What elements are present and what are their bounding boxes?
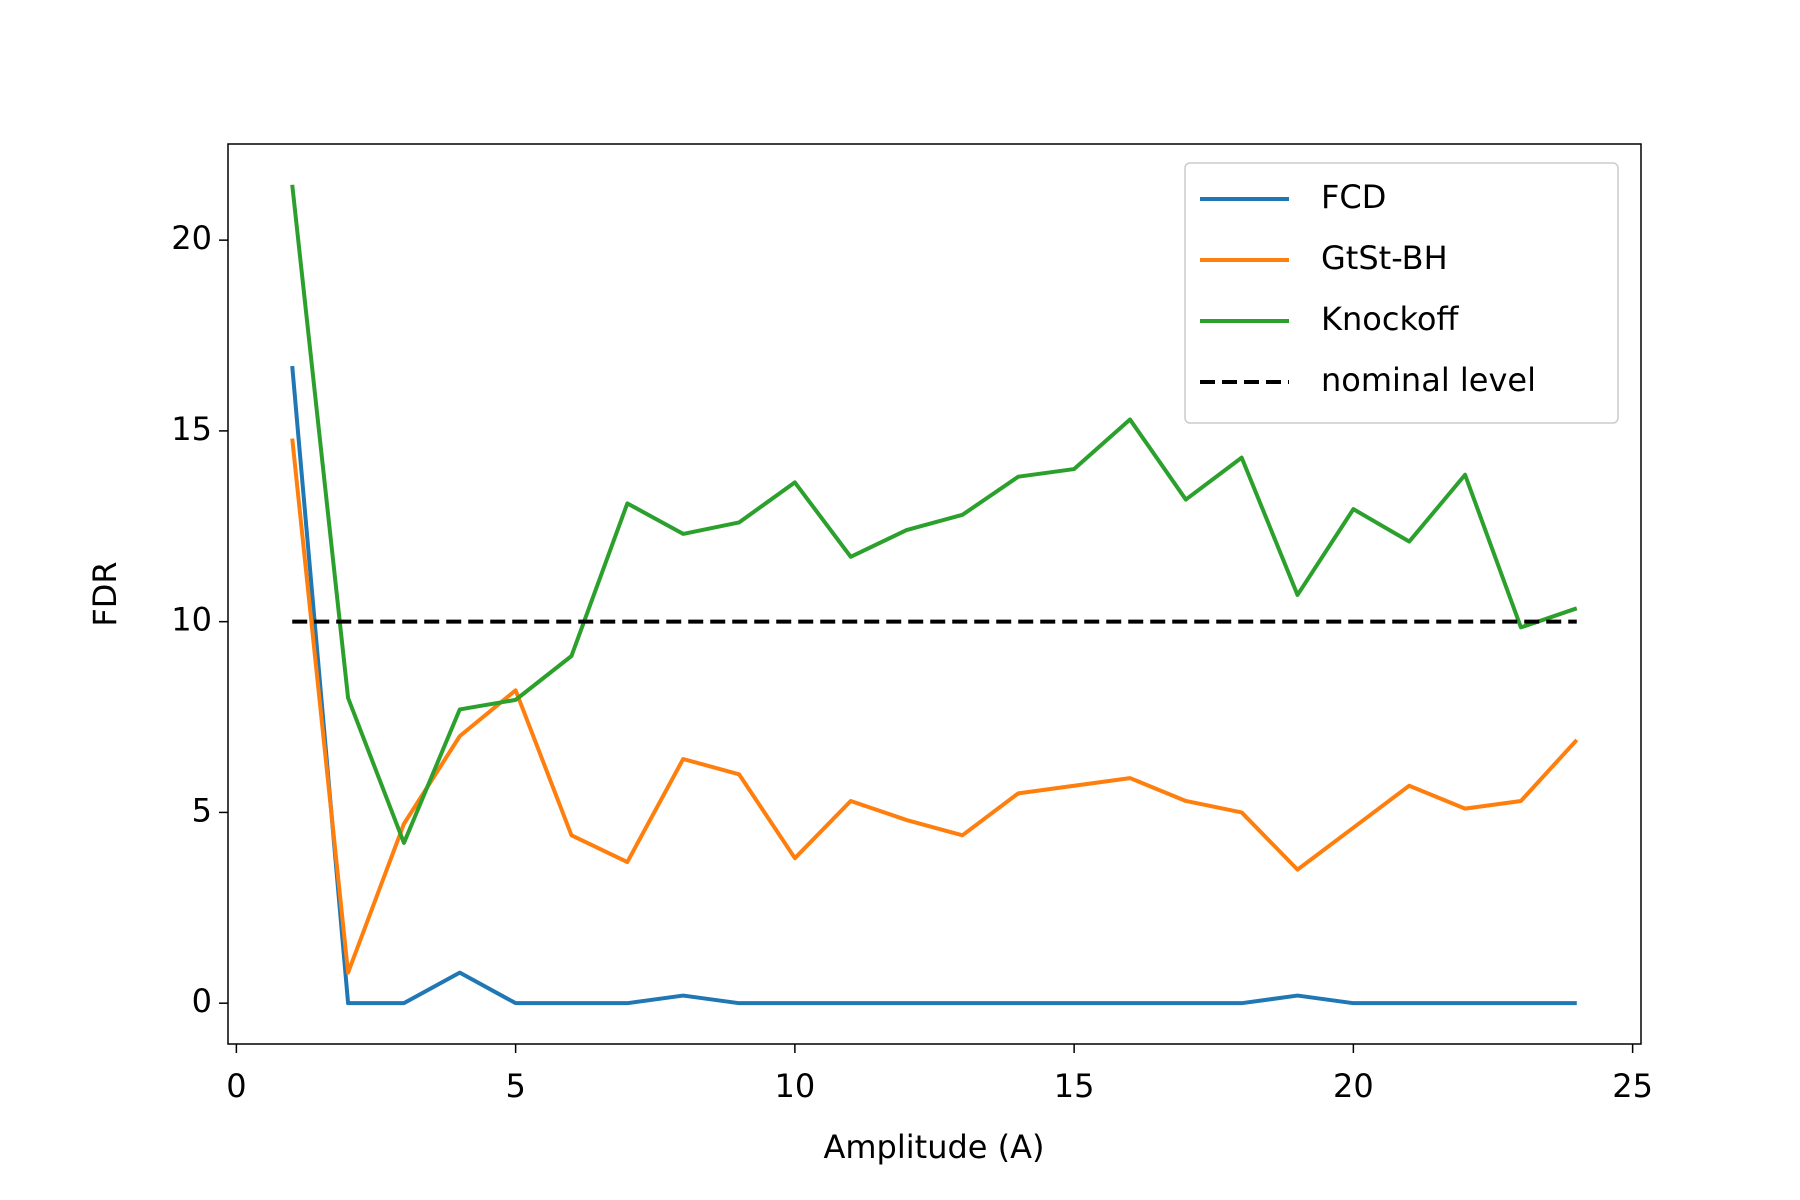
x-tick-label: 5: [505, 1067, 525, 1105]
y-axis-label: FDR: [86, 561, 124, 626]
x-tick-label: 20: [1333, 1067, 1374, 1105]
plot-frame: [227, 143, 1642, 1045]
x-tick-label: 0: [226, 1067, 246, 1105]
x-tick-label: 25: [1612, 1067, 1653, 1105]
legend-label: FCD: [1321, 178, 1386, 216]
legend-label: nominal level: [1321, 361, 1536, 399]
x-axis-label: Amplitude (A): [823, 1128, 1044, 1166]
legend-label: GtSt-BH: [1321, 239, 1448, 277]
y-tick-label: 0: [192, 982, 212, 1020]
y-tick-label: 15: [171, 410, 212, 448]
series-line: [290, 184, 1578, 845]
x-tick-label: 10: [775, 1067, 816, 1105]
y-tick-label: 20: [171, 219, 212, 257]
series-line: [290, 365, 1577, 1006]
legend-label: Knockoff: [1321, 300, 1459, 338]
series-line: [290, 438, 1579, 975]
x-tick-label: 15: [1054, 1067, 1095, 1105]
y-tick-label: 5: [192, 791, 212, 829]
y-tick-label: 10: [171, 601, 212, 639]
legend-box: [1184, 162, 1619, 424]
